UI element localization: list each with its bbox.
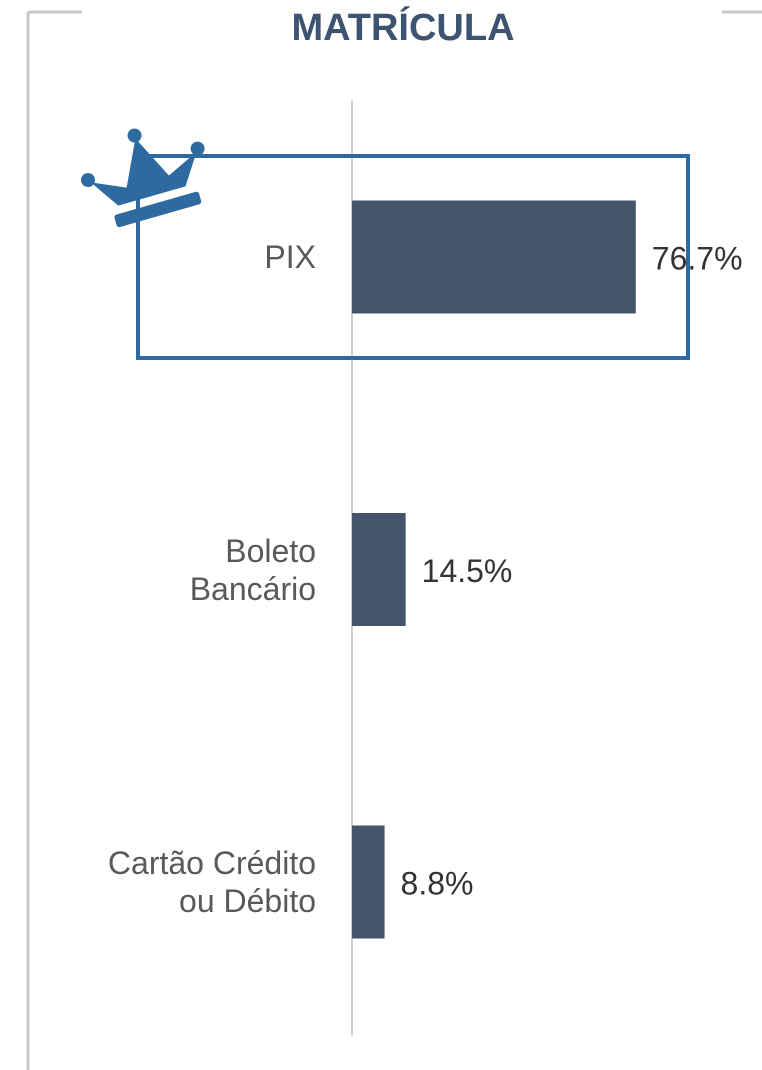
category-label: Cartão Crédito ou Débito bbox=[107, 845, 316, 919]
value-label: 8.8% bbox=[401, 865, 474, 901]
bar bbox=[352, 200, 636, 314]
value-label: 14.5% bbox=[422, 553, 513, 589]
value-label: 76.7% bbox=[652, 240, 743, 276]
category-label: PIX bbox=[264, 239, 316, 275]
bar bbox=[352, 513, 406, 626]
category-label: Boleto Bancário bbox=[189, 532, 316, 607]
highlight-box bbox=[136, 154, 690, 360]
chart-title: MATRÍCULA bbox=[291, 5, 514, 49]
crown-icon bbox=[81, 128, 205, 228]
bar bbox=[352, 825, 385, 939]
